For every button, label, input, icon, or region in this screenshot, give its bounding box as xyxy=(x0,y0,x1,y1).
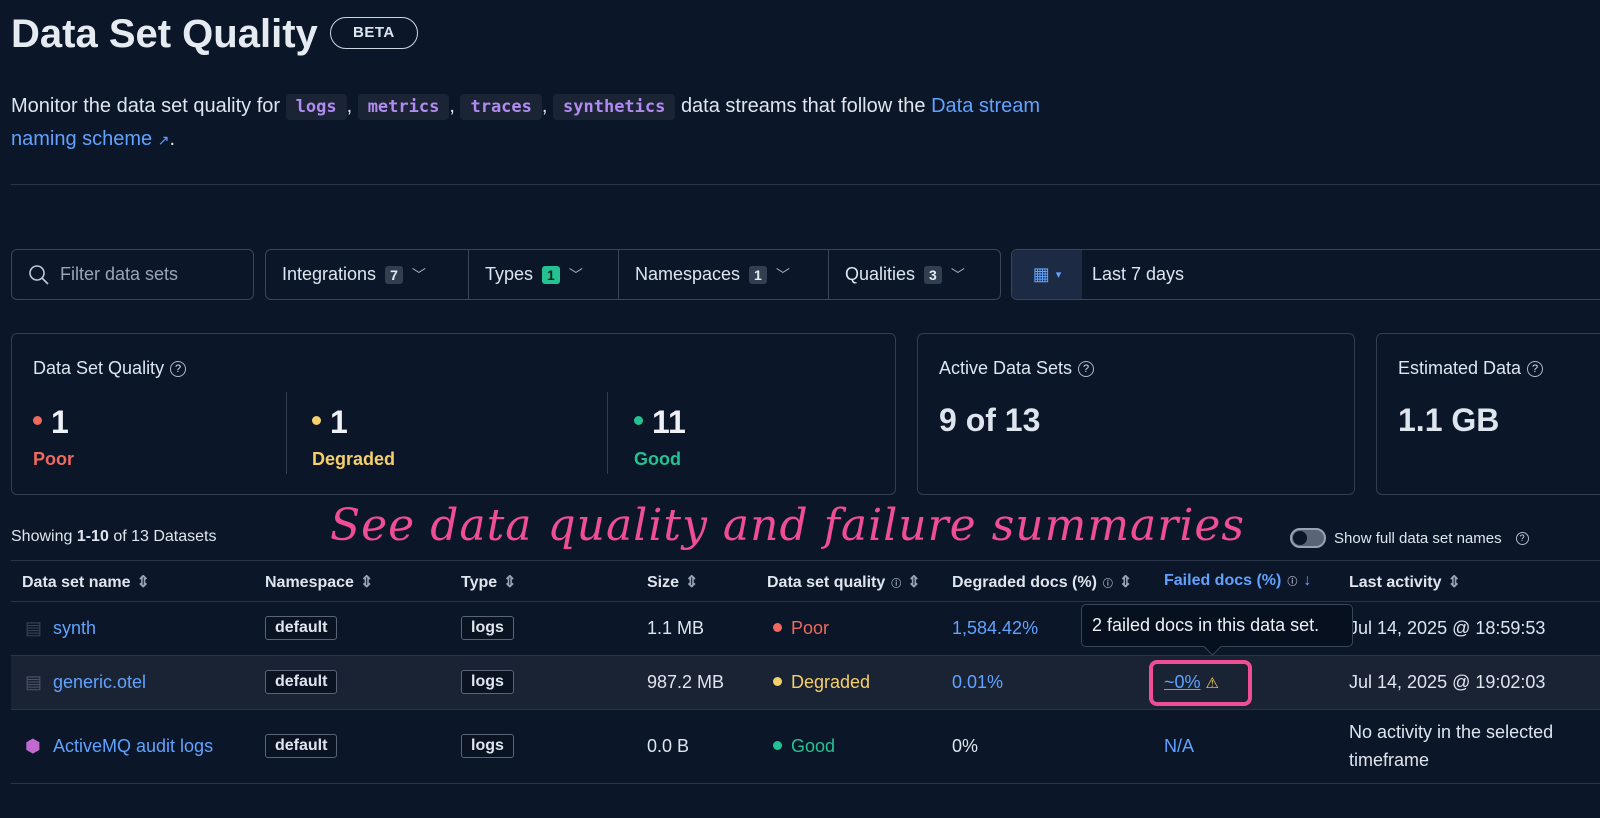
calendar-button[interactable]: ▦ ▾ xyxy=(1012,250,1082,299)
last-activity: Jul 14, 2025 @ 19:02:03 xyxy=(1349,672,1546,692)
calendar-icon: ▦ xyxy=(1032,264,1050,284)
type-badge: logs xyxy=(461,616,514,640)
dataset-icon: ▤ xyxy=(25,618,43,638)
col-size[interactable]: Size ⇕ xyxy=(647,574,699,591)
stat-degraded: 1 Degraded xyxy=(312,404,396,469)
stat-good: 11 Good xyxy=(634,404,686,469)
date-range: Last 7 days xyxy=(1092,264,1185,284)
size: 0.0 B xyxy=(647,736,690,756)
search-icon xyxy=(29,264,49,285)
last-activity: No activity in the selected xyxy=(1349,722,1554,742)
namespace-badge: default xyxy=(265,734,338,758)
help-icon: ? xyxy=(1515,531,1529,545)
chevron-down-icon: ﹀ xyxy=(411,266,426,283)
help-icon: ? xyxy=(170,361,187,378)
table-header: Data set name ⇕ Namespace ⇕ Type ⇕ Size ⇕ Da… xyxy=(11,560,1600,602)
help-icon: ? xyxy=(1078,361,1095,378)
degraded-docs[interactable]: 0.01% xyxy=(952,672,1004,692)
col-name[interactable]: Data set name ⇕ xyxy=(22,574,150,591)
divider xyxy=(11,184,1600,185)
filter-group: Integrations 7 ﹀ Types 1 ﹀ Namespaces 1 ﹀ Qual… xyxy=(265,249,1001,300)
type-code: traces xyxy=(460,94,542,120)
col-namespace[interactable]: Namespace ⇕ xyxy=(265,574,374,591)
dataset-link[interactable]: ActiveMQ audit logs xyxy=(53,736,214,756)
last-activity: timeframe xyxy=(1349,750,1430,770)
failed-docs: N/A xyxy=(1164,736,1195,756)
degraded-docs: 0% xyxy=(952,736,979,756)
type-badge: logs xyxy=(461,670,514,694)
estimated-data-card: Estimated Data? 1.1 GB xyxy=(1376,333,1600,495)
failed-docs-tooltip: 2 failed docs in this data set. xyxy=(1081,604,1353,647)
filter-qualities[interactable]: Qualities 3 ﹀ xyxy=(845,264,965,284)
size: 987.2 MB xyxy=(647,672,725,692)
col-quality[interactable]: Data set quality ⓘ ⇕ xyxy=(767,574,921,591)
chevron-down-icon: ﹀ xyxy=(775,266,790,283)
table-row: ⬢ ActiveMQ audit logs default logs 0.0 B… xyxy=(11,710,1600,784)
desc-text: Monitor the data set quality for xyxy=(11,95,281,117)
col-failed[interactable]: Failed docs (%) ⓘ ↓ xyxy=(1164,572,1312,589)
toggle-switch xyxy=(1290,528,1326,548)
table-row: ▤ synth default logs 1.1 MB Poor 1,584.4… xyxy=(11,602,1600,656)
active-datasets-card: Active Data Sets? 9 of 13 xyxy=(917,333,1355,495)
quality: Poor xyxy=(773,618,829,639)
type-code: logs xyxy=(285,94,347,120)
naming-scheme-link[interactable]: Data stream naming scheme ↗ xyxy=(11,95,1041,150)
type-code: synthetics xyxy=(553,94,676,120)
type-code: metrics xyxy=(357,94,450,120)
desc-text: data streams that follow the xyxy=(680,95,926,117)
size: 1.1 MB xyxy=(647,618,705,638)
chevron-down-icon: ﹀ xyxy=(950,266,965,283)
col-last-activity[interactable]: Last activity ⇕ xyxy=(1349,574,1461,591)
full-names-toggle[interactable]: Show full data set names? xyxy=(1290,528,1529,548)
dataset-link[interactable]: synth xyxy=(53,618,97,638)
beta-badge: BETA xyxy=(330,17,418,49)
filter-namespaces[interactable]: Namespaces 1 ﹀ xyxy=(619,250,829,299)
last-activity: Jul 14, 2025 @ 18:59:53 xyxy=(1349,618,1546,638)
page-description: Monitor the data set quality for logs, m… xyxy=(11,94,1041,150)
activemq-icon: ⬢ xyxy=(25,736,41,756)
col-degraded[interactable]: Degraded docs (%) ⓘ ⇕ xyxy=(952,574,1133,591)
dataset-icon: ▤ xyxy=(25,672,43,692)
col-type[interactable]: Type ⇕ xyxy=(461,574,517,591)
warning-icon: ⚠ xyxy=(1205,675,1219,692)
stat-poor: 1 Poor xyxy=(33,404,75,469)
namespace-badge: default xyxy=(265,616,338,640)
highlight-box xyxy=(1149,660,1252,706)
filter-integrations[interactable]: Integrations 7 ﹀ xyxy=(266,250,469,299)
namespace-badge: default xyxy=(265,670,338,694)
chevron-down-icon: ▾ xyxy=(1055,269,1062,281)
search-input[interactable]: Filter data sets xyxy=(11,249,254,300)
external-link-icon: ↗ xyxy=(157,132,170,148)
date-picker[interactable]: ▦ ▾ Last 7 days xyxy=(1011,249,1600,300)
help-icon: ? xyxy=(1527,361,1544,378)
failed-docs[interactable]: ~0% ⚠ xyxy=(1164,672,1219,692)
dataset-link[interactable]: generic.otel xyxy=(53,672,147,692)
degraded-docs[interactable]: 1,584.42% xyxy=(952,618,1039,638)
quality: Degraded xyxy=(773,672,870,693)
type-badge: logs xyxy=(461,734,514,758)
showing-count: Showing 1-10 of 13 Datasets xyxy=(11,528,217,545)
annotation-text: See data quality and failure summaries xyxy=(330,500,1246,551)
table-row: ▤ generic.otel default logs 987.2 MB Deg… xyxy=(11,656,1600,710)
quality: Good xyxy=(773,736,835,757)
page-title: Data Set Quality xyxy=(11,12,318,56)
filter-types[interactable]: Types 1 ﹀ xyxy=(469,250,619,299)
chevron-down-icon: ﹀ xyxy=(568,266,583,283)
quality-card: Data Set Quality? 1 Poor 1 Degraded 11 Good xyxy=(11,333,896,495)
